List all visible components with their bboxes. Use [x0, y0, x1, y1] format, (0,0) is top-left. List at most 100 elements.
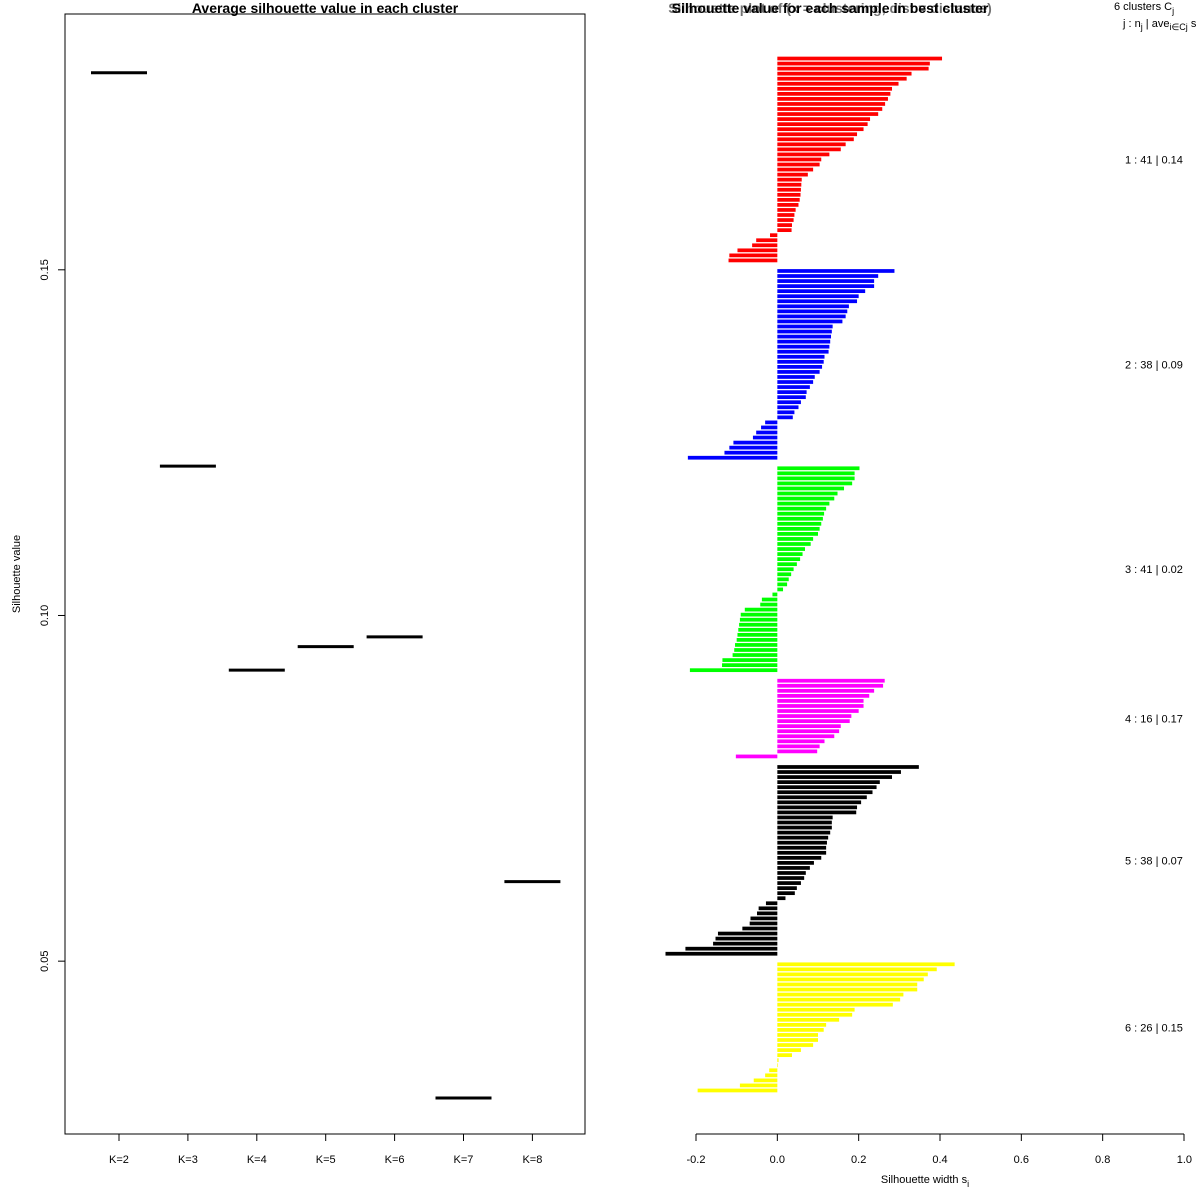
silhouette-bar: [777, 876, 805, 880]
silhouette-bar: [777, 172, 808, 177]
silhouette-bar: [777, 61, 930, 66]
silhouette-bar: [777, 815, 833, 820]
silhouette-bar: [777, 790, 873, 795]
right-x-axis-label-sub: i: [967, 1179, 969, 1189]
silhouette-bar: [739, 1083, 778, 1088]
silhouette-bar: [777, 56, 943, 61]
silhouette-bar: [777, 582, 788, 587]
legend-header-line1: 6 clusters Cj: [1114, 1, 1174, 16]
silhouette-bar: [761, 597, 778, 602]
silhouette-bar: [777, 1063, 778, 1068]
left-x-tick-label: K=8: [522, 1154, 542, 1166]
silhouette-bar: [736, 638, 778, 642]
silhouette-bar: [777, 147, 841, 152]
silhouette-bar: [777, 157, 822, 162]
silhouette-bar: [777, 770, 901, 774]
silhouette-bar: [765, 901, 778, 906]
right-x-axis-label: Silhouette width si: [881, 1174, 969, 1189]
silhouette-bar: [777, 304, 849, 309]
silhouette-bar: [777, 688, 875, 693]
silhouette-bar: [777, 359, 824, 364]
silhouette-bar: [777, 137, 854, 142]
silhouette-bar: [777, 66, 929, 71]
silhouette-bar: [777, 526, 820, 531]
cluster-1-bars: [728, 56, 943, 263]
silhouette-bar: [777, 395, 806, 400]
silhouette-bar: [777, 1007, 855, 1012]
silhouette-bar: [777, 896, 786, 901]
cluster-2-label: 2 : 38 | 0.09: [1125, 359, 1183, 371]
silhouette-bar: [713, 941, 778, 946]
silhouette-bar: [777, 375, 815, 379]
silhouette-bar: [777, 1022, 827, 1027]
silhouette-bar: [777, 511, 825, 516]
cluster-6-label: 6 : 26 | 0.15: [1125, 1022, 1183, 1034]
silhouette-bar: [777, 299, 858, 304]
silhouette-bar: [777, 218, 794, 222]
silhouette-bar: [777, 228, 792, 233]
silhouette-bar: [777, 532, 818, 536]
right-chart-title: Silhouette value for each sample in best…: [672, 0, 989, 16]
silhouette-bar: [777, 557, 801, 561]
silhouette-bar: [777, 734, 835, 739]
silhouette-bar: [777, 107, 883, 111]
silhouette-bar: [777, 192, 801, 197]
silhouette-bar: [777, 415, 793, 420]
silhouette-bar: [777, 177, 802, 182]
silhouette-bar: [777, 284, 875, 288]
silhouette-bar: [777, 481, 853, 486]
silhouette-bar: [777, 521, 822, 526]
silhouette-bar: [760, 602, 778, 607]
silhouette-bar: [777, 693, 870, 698]
silhouette-bar: [777, 795, 867, 800]
right-panel: Silhouette plot of (x = clustering, dist…: [665, 0, 1197, 1189]
silhouette-bar: [777, 466, 860, 471]
silhouette-bar: [665, 951, 778, 956]
silhouette-bar: [777, 1048, 801, 1052]
silhouette-bar: [753, 1078, 778, 1083]
silhouette-bar: [777, 132, 858, 137]
left-x-tick-label: K=4: [247, 1154, 267, 1166]
silhouette-bar: [777, 1033, 818, 1037]
silhouette-bar: [772, 592, 778, 597]
silhouette-bar: [777, 491, 838, 496]
left-x-tick-label: K=7: [454, 1154, 474, 1166]
silhouette-bar: [777, 780, 880, 784]
cluster-5-bars: [665, 765, 919, 956]
left-chart-title: Average silhouette value in each cluster: [192, 0, 459, 16]
silhouette-bar: [777, 152, 830, 157]
legend-header-line2-c: s: [1188, 18, 1197, 30]
right-x-axis-label-text: Silhouette width s: [881, 1174, 968, 1186]
silhouette-bar: [749, 921, 778, 926]
silhouette-bar: [777, 749, 818, 754]
silhouette-bar: [777, 835, 829, 840]
silhouette-bar: [685, 946, 778, 951]
silhouette-bar: [777, 805, 858, 810]
silhouette-bar: [777, 775, 893, 779]
silhouette-bar: [777, 314, 846, 319]
silhouette-bar: [777, 162, 820, 167]
silhouette-bar: [777, 1038, 818, 1042]
silhouette-bar: [777, 547, 805, 551]
legend-header-line2: j : nj | avei∈Cj s: [1122, 18, 1197, 32]
silhouette-bar: [777, 744, 820, 749]
left-marks: [91, 71, 561, 1100]
silhouette-bar: [777, 91, 891, 96]
silhouette-bar: [750, 916, 778, 921]
right-cluster-labels: 1 : 41 | 0.14 2 : 38 | 0.09 3 : 41 | 0.02 4…: [1125, 154, 1183, 1034]
left-y-tick-label: 0.15: [39, 259, 51, 280]
silhouette-bar: [717, 931, 778, 936]
silhouette-bar: [777, 319, 843, 324]
silhouette-bar: [757, 911, 778, 916]
silhouette-bar: [777, 309, 848, 314]
silhouette-bar: [777, 845, 827, 850]
left-y-tick-label: 0.05: [39, 950, 51, 971]
silhouette-bar: [737, 632, 778, 637]
silhouette-bar: [770, 233, 778, 238]
silhouette-bar: [777, 400, 801, 405]
silhouette-bar: [777, 810, 857, 815]
silhouette-bar: [777, 81, 899, 86]
silhouette-bar: [777, 972, 928, 977]
